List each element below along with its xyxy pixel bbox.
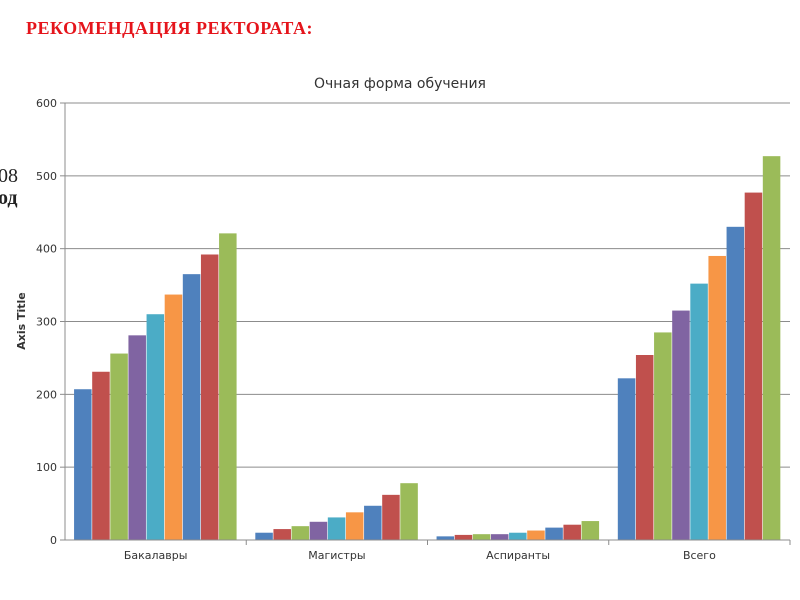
side-text-fragment-1: 08 bbox=[0, 165, 18, 187]
bar bbox=[672, 310, 690, 540]
bar bbox=[744, 192, 763, 540]
bar bbox=[345, 512, 364, 540]
bar bbox=[110, 353, 128, 540]
y-tick-label: 200 bbox=[36, 388, 57, 401]
bar bbox=[291, 526, 310, 540]
bar bbox=[581, 521, 600, 540]
bar bbox=[509, 532, 527, 540]
y-tick-label: 600 bbox=[36, 97, 57, 110]
bar bbox=[708, 255, 726, 540]
bar bbox=[128, 335, 146, 540]
x-tick-label: Магистры bbox=[308, 549, 365, 562]
y-axis-title: Axis Title bbox=[15, 292, 28, 350]
bar bbox=[327, 517, 346, 540]
bar bbox=[654, 332, 672, 540]
y-tick-label: 300 bbox=[36, 316, 57, 329]
bar bbox=[182, 274, 201, 540]
bar bbox=[690, 283, 708, 540]
bar bbox=[617, 378, 636, 540]
bar bbox=[382, 494, 400, 540]
x-tick-label: Бакалавры bbox=[124, 549, 188, 562]
bar bbox=[762, 156, 781, 540]
slide-heading: РЕКОМЕНДАЦИЯ РЕКТОРАТА: bbox=[26, 18, 314, 38]
bar bbox=[726, 226, 745, 541]
bar bbox=[273, 529, 291, 540]
bar bbox=[200, 254, 219, 540]
bars bbox=[74, 156, 781, 541]
axes bbox=[60, 102, 791, 545]
bar bbox=[164, 294, 183, 540]
tick-labels: 0 100 200 300 400 500 600 Бакалавры Магистры Аспи… bbox=[36, 97, 716, 562]
bar bbox=[309, 521, 328, 540]
chart-title: Очная форма обучения bbox=[314, 76, 486, 92]
bar bbox=[255, 532, 273, 540]
bar bbox=[490, 534, 509, 540]
bar bbox=[527, 530, 545, 540]
y-tick-label: 500 bbox=[36, 170, 57, 183]
bar bbox=[436, 536, 455, 540]
bar bbox=[454, 534, 473, 540]
bar bbox=[74, 389, 92, 540]
bar bbox=[92, 371, 110, 540]
y-tick-label: 0 bbox=[50, 534, 57, 547]
y-tick-label: 100 bbox=[36, 461, 57, 474]
bar bbox=[472, 534, 491, 540]
bar bbox=[219, 233, 237, 540]
x-tick-label: Всего bbox=[683, 549, 716, 562]
bar bbox=[146, 314, 165, 540]
bar bbox=[545, 527, 563, 540]
bar bbox=[400, 483, 418, 540]
bar bbox=[563, 524, 581, 540]
bar bbox=[635, 355, 654, 540]
x-tick-label: Аспиранты bbox=[486, 549, 550, 562]
side-text-fragment-2: од bbox=[0, 187, 18, 209]
bar bbox=[364, 505, 382, 540]
y-tick-label: 400 bbox=[36, 243, 57, 256]
